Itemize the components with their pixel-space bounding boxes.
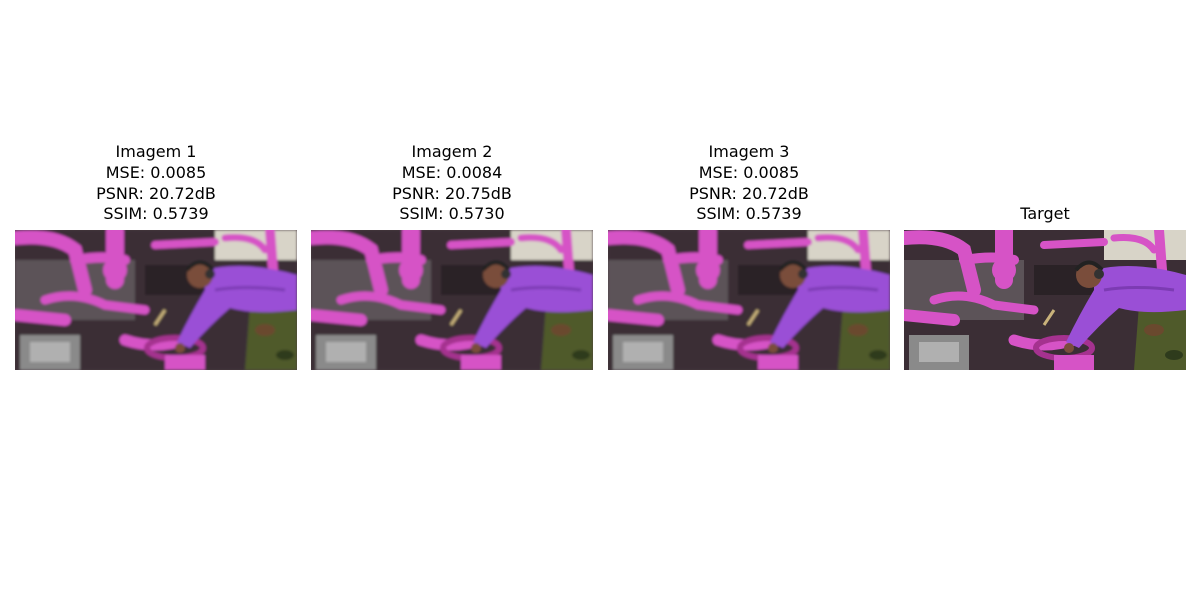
- ssim-metric: SSIM: 0.5739: [696, 204, 802, 224]
- panel-caption: Imagem 2 MSE: 0.0084 PSNR: 20.75dB SSIM:…: [311, 142, 593, 225]
- panel-caption: Target: [904, 204, 1186, 225]
- psnr-metric: PSNR: 20.72dB: [689, 183, 809, 203]
- psnr-metric: PSNR: 20.75dB: [392, 183, 512, 203]
- reconstructed-image: [608, 230, 890, 370]
- panel-imagem-3: Imagem 3 MSE: 0.0085 PSNR: 20.72dB SSIM:…: [608, 0, 890, 370]
- ssim-metric: SSIM: 0.5739: [103, 204, 209, 224]
- panel-imagem-2: Imagem 2 MSE: 0.0084 PSNR: 20.75dB SSIM:…: [311, 0, 593, 370]
- target-image: [904, 230, 1186, 370]
- panel-target: Target: [904, 0, 1186, 370]
- mse-metric: MSE: 0.0084: [401, 162, 503, 182]
- panel-caption: Imagem 3 MSE: 0.0085 PSNR: 20.72dB SSIM:…: [608, 142, 890, 225]
- mse-metric: MSE: 0.0085: [105, 162, 207, 182]
- photo-illustration: [608, 230, 890, 370]
- ssim-metric: SSIM: 0.5730: [399, 204, 505, 224]
- mse-metric: MSE: 0.0085: [698, 162, 800, 182]
- panel-title: Imagem 3: [708, 142, 790, 162]
- reconstructed-image: [15, 230, 297, 370]
- panel-title: Target: [1020, 204, 1070, 224]
- reconstructed-image: [311, 230, 593, 370]
- panel-title: Imagem 1: [115, 142, 197, 162]
- panel-title: Imagem 2: [411, 142, 493, 162]
- panel-caption: Imagem 1 MSE: 0.0085 PSNR: 20.72dB SSIM:…: [15, 142, 297, 225]
- photo-illustration: [311, 230, 593, 370]
- psnr-metric: PSNR: 20.72dB: [96, 183, 216, 203]
- panel-imagem-1: Imagem 1 MSE: 0.0085 PSNR: 20.72dB SSIM:…: [15, 0, 297, 370]
- photo-illustration: [904, 230, 1186, 370]
- photo-illustration: [15, 230, 297, 370]
